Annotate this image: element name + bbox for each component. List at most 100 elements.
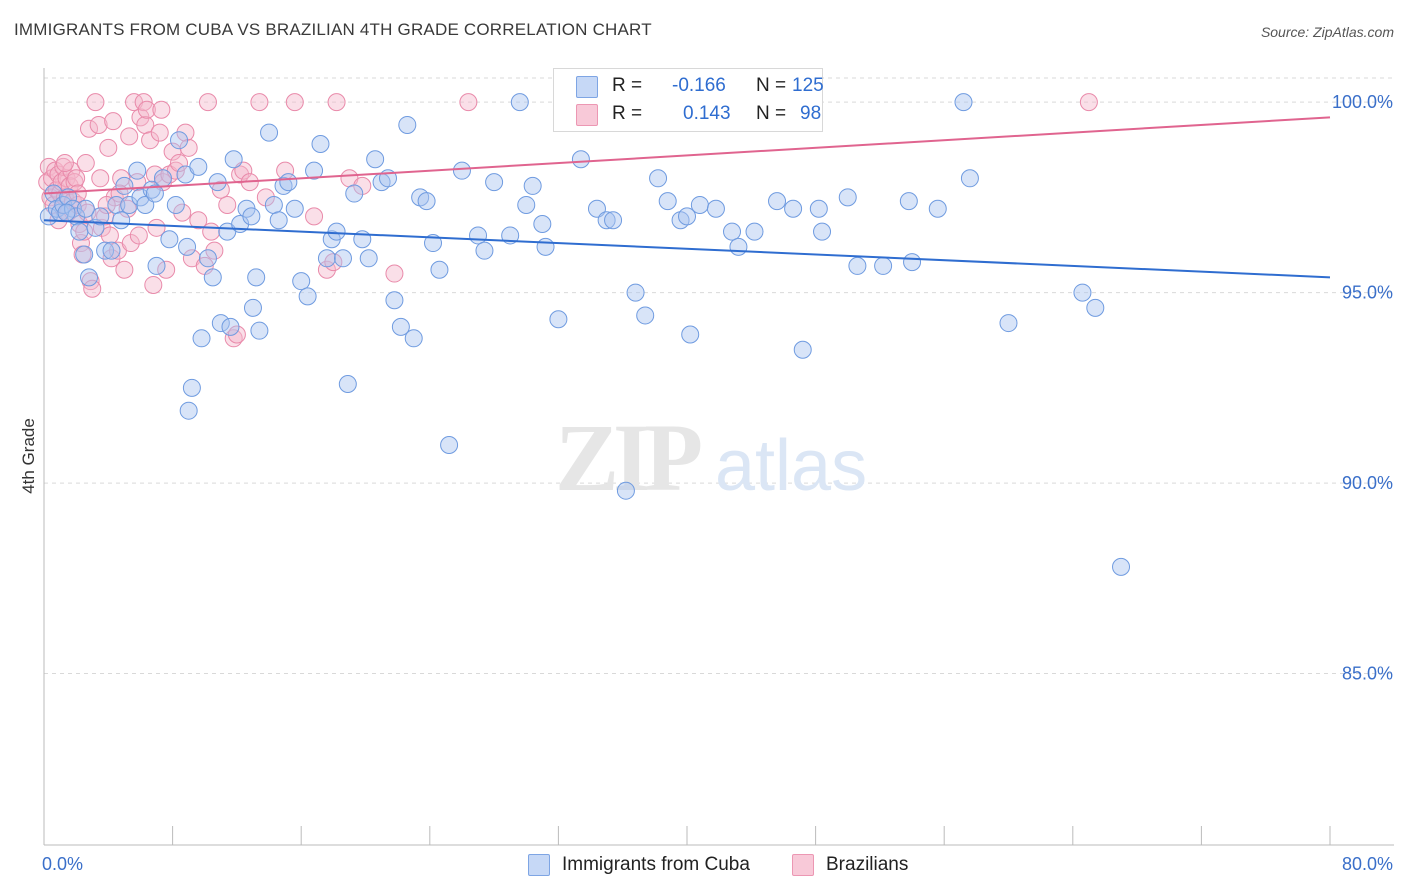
brazilians-point [1079, 93, 1098, 112]
brazilians-point [97, 195, 116, 214]
cuba-point [75, 245, 94, 264]
n-label: N = [756, 103, 787, 124]
cuba-point [517, 195, 536, 214]
cuba-point [345, 184, 364, 203]
brazilians-point [115, 260, 134, 279]
brazilians-point [129, 226, 148, 245]
y-tick-label: 100.0% [1332, 92, 1393, 112]
cuba-point [80, 268, 99, 287]
cuba-point [440, 435, 459, 454]
chart-title: IMMIGRANTS FROM CUBA VS BRAZILIAN 4TH GR… [14, 20, 652, 39]
brazilians-trend-line [43, 116, 1331, 195]
brazilians-point [102, 249, 121, 268]
cuba-point [533, 215, 552, 234]
cuba-point [681, 325, 700, 344]
cuba-point [279, 173, 298, 192]
cuba-point [549, 310, 568, 329]
cuba-point [813, 222, 832, 241]
legend-item-cuba: Immigrants from Cuba [528, 852, 750, 878]
r-label: R = [612, 75, 643, 96]
stats-legend: R = -0.166 N = 125 R = 0.143 N = 98 [553, 68, 824, 132]
cuba-n-value: 125 [792, 75, 824, 96]
cuba-point [385, 291, 404, 310]
brazilians-point [86, 93, 105, 112]
cuba-point [424, 234, 443, 253]
cuba-point [475, 241, 494, 260]
brazilians-point [104, 112, 123, 131]
cuba-point [91, 207, 110, 226]
r-label: R = [612, 103, 643, 124]
brazilians-point [202, 222, 221, 241]
cuba-point [179, 401, 198, 420]
brazilians-point [205, 241, 224, 260]
brazilians-swatch [576, 104, 598, 126]
cuba-point [571, 150, 590, 169]
cuba-point [192, 329, 211, 348]
brazilians-point [80, 119, 99, 138]
brazilians-point [76, 154, 95, 173]
cuba-point [616, 481, 635, 500]
cuba-point [768, 192, 787, 211]
brazilians-point [91, 169, 110, 188]
cuba-point [115, 176, 134, 195]
brazilians-point [285, 93, 304, 112]
cuba-point [70, 222, 89, 241]
brazilians-point [152, 100, 171, 119]
brazilians-point [71, 234, 90, 253]
cuba-point [678, 207, 696, 226]
cuba-point [145, 184, 164, 203]
brazilians-point [198, 93, 217, 112]
brazilians-legend-label: Brazilians [826, 854, 909, 875]
watermark: ZIP atlas [555, 404, 867, 511]
cuba-point [189, 157, 208, 176]
cuba-point [1086, 298, 1105, 317]
cuba-point [147, 256, 166, 275]
cuba-point [690, 195, 709, 214]
brazilians-point [137, 100, 156, 119]
cuba-point [128, 161, 147, 180]
brazilians-point [250, 93, 269, 112]
cuba-point [333, 249, 352, 268]
x-tick-label: 0.0% [42, 854, 83, 874]
brazilians-point [179, 138, 198, 157]
cuba-point [536, 237, 555, 256]
cuba-point [793, 340, 812, 359]
cuba-trend-line [43, 219, 1331, 279]
brazilians-point [150, 123, 169, 142]
cuba-point [404, 329, 423, 348]
cuba-point [430, 260, 449, 279]
cuba-point [899, 192, 918, 211]
cuba-point [269, 211, 288, 230]
series-cuba-points [39, 93, 1131, 576]
axis-labels: 85.0% 90.0% 95.0% 100.0% 0.0% 80.0% 4th Grade [19, 92, 1393, 874]
cuba-point [485, 173, 504, 192]
cuba-point [398, 115, 417, 134]
cuba-point [745, 222, 764, 241]
cuba-point [809, 199, 828, 218]
cuba-point [874, 256, 893, 275]
y-tick-label: 95.0% [1342, 283, 1393, 303]
cuba-point [311, 135, 330, 154]
x-tick-label: 80.0% [1342, 854, 1393, 874]
y-tick-label: 85.0% [1342, 664, 1393, 684]
cuba-point [469, 226, 488, 245]
cuba-point [247, 268, 266, 287]
cuba-point [1073, 283, 1092, 302]
brazilians-point [305, 207, 324, 226]
brazilians-point [327, 93, 346, 112]
cuba-point [626, 283, 645, 302]
cuba-point [636, 306, 655, 325]
cuba-point [452, 161, 471, 180]
cuba-point [366, 150, 385, 169]
watermark-atlas: atlas [715, 426, 867, 506]
cuba-point [999, 314, 1018, 333]
cuba-point [317, 249, 336, 268]
cuba-point [292, 272, 311, 291]
cuba-point [706, 199, 725, 218]
brazilians-point [385, 264, 404, 283]
cuba-point [96, 241, 115, 260]
cuba-legend-swatch [528, 854, 550, 876]
axes [43, 68, 1394, 846]
brazilians-point [55, 154, 74, 173]
brazilians-point [144, 275, 163, 294]
